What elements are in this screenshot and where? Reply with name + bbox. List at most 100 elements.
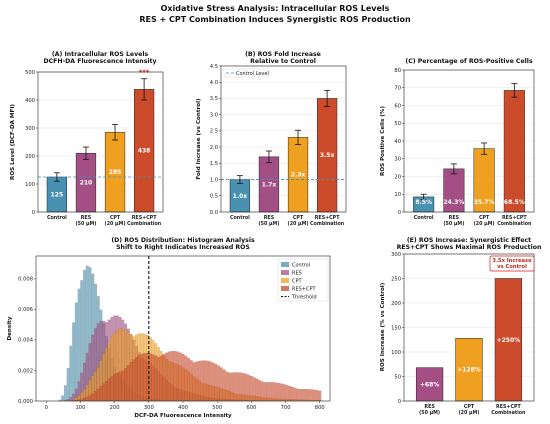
panel-e-title-2: RES+CPT Shows Maximal ROS Production [397,244,542,251]
panel-d-histogram-bin [159,355,163,402]
panel-e-category-label: (50 μM) [419,410,440,416]
panel-b-value-label: 1.0x [233,193,248,200]
panel-e-category-label: RES+CPT [496,404,521,410]
panel-d-histogram-bin [143,353,147,402]
panel-d-histogram-bin [189,360,193,402]
panel-a-category-label: (50 μM) [75,221,96,227]
panel-d-xtick-label: 700 [281,405,291,411]
panel-d-legend-swatch [281,270,289,275]
panel-d-legend-swatch [281,262,289,267]
panel-b: 0.0 0.5 1.0 1.5 2.0 2.5 3.0 3.5 4.0 4.5 1.0x Contro… [196,51,347,227]
panel-b-ytick-label: 2.5 [210,129,218,135]
panel-d-histogram-bin [173,350,177,402]
panel-c-ytick-label: 60 [394,103,401,109]
panel-d-histogram-bin [277,382,281,402]
panel-d-histogram-bin [288,385,292,402]
panel-d-histogram-bin [162,354,166,402]
panel-a-value-label: 285 [109,169,122,176]
panel-d-histogram-bin [192,362,196,402]
panel-d-legend-label: RES+CPT [292,287,317,293]
panel-b-category-label: Combination [310,221,345,227]
panel-b-ytick-label: 3.5 [210,96,218,102]
panel-b-legend-label: Control Level [236,71,269,77]
panel-d-histogram-bin [176,351,179,402]
panel-d-legend-swatch [281,286,289,291]
panel-b-value-label: 3.5x [320,152,335,159]
panel-d-histogram-bin [110,376,114,402]
panel-d-histogram-bin [301,389,305,402]
panel-b-category-label: RES+CPT [315,215,340,221]
panel-d-histogram-bin [299,389,303,402]
panel-d-histogram-bin [269,382,272,402]
panel-d: (D) ROS Distribution: Histogram Analysis… [7,237,331,419]
panel-c-ytick-label: 10 [394,192,401,198]
panel-d-ytick-label: 0.002 [18,368,33,374]
panel-a-ytick-label: 300 [25,126,35,132]
panel-d-histogram-bin [200,360,204,402]
panel-d-histogram-bin [214,363,218,402]
panel-a-category-label: CPT [110,215,121,221]
panel-d-histogram-bin [249,375,253,402]
panel-c-ytick-label: 80 [394,68,401,74]
panel-b-frame [220,65,347,213]
panel-d-xtick-label: 0 [45,405,48,411]
panel-c-category-label: (50 μM) [443,221,464,227]
panel-d-histogram-bin [211,362,215,402]
panel-b-ytick-label: 4.0 [210,80,218,86]
panel-b-title-2: Relative to Control [250,58,316,65]
panel-d-title-1: (D) ROS Distribution: Histogram Analysis [111,237,255,244]
panel-e-ytick-label: 0 [398,399,401,405]
panel-c-value-label: 8.5% [415,199,432,206]
panel-c-category-label: CPT [479,215,490,221]
panel-d-histogram-bin [96,388,100,402]
panel-d-histogram-bin [126,365,130,402]
panel-d-histogram-bin [154,355,158,402]
panel-d-histogram-bin [203,360,207,402]
panel-d-histogram-bin [312,389,316,402]
panel-a-title-2: DCFH-DA Fluorescence Intensity [43,58,156,65]
panel-c-value-label: 35.7% [474,199,495,206]
panel-d-histogram-bin [187,357,190,402]
panel-d-histogram-bin [225,371,229,402]
panel-d-histogram-bin [170,351,174,402]
panel-d-legend-label: Control [292,263,310,269]
panel-d-histogram-bin [115,372,119,402]
panel-d-histogram-bin [66,368,70,402]
panel-a-title-1: (A) Intracellular ROS Levels [52,51,149,58]
panel-d-histogram-bin [74,302,78,402]
panel-d-histogram-bin [83,397,86,402]
panel-b-ytick-label: 3.0 [210,112,218,118]
panel-d-histogram-bin [151,354,155,402]
panel-d-histogram-bin [61,395,65,402]
panel-d-xtick-label: 400 [178,405,188,411]
panel-b-category-label: RES [264,215,275,221]
panel-c-category-label: Combination [497,221,532,227]
panel-e-ytick-label: 250 [391,276,401,282]
panel-e: 0 50 100 150 200 250 300 +68% RES(50 μM) +128% CPT… [380,237,541,416]
panel-a-category-label: RES [81,215,92,221]
panel-b-title-1: (B) ROS Fold Increase [245,51,321,58]
suptitle-line-1: Oxidative Stress Analysis: Intracellular… [161,4,390,13]
panel-d-ytick-label: 0.006 [18,307,33,313]
panel-d-histogram-bin [274,382,278,402]
panel-d-title-2: Shift to Right Indicates Increased ROS [116,244,250,251]
panel-d-histogram-bin [263,382,267,402]
panel-d-histogram-bin [219,367,223,402]
panel-b-ytick-label: 4.5 [210,64,218,70]
panel-e-bar [455,338,483,402]
panel-e-bar [415,367,444,402]
panel-e-annotation-line-1: 3.5x Increase [492,258,532,264]
panel-d-frame [35,255,331,402]
panel-d-histogram-bin [290,386,294,402]
panel-d-histogram-bin [137,355,141,402]
panel-d-xtick-label: 300 [144,405,154,411]
panel-d-histogram-bin [222,369,226,402]
panel-d-histogram-bin [258,380,262,402]
panel-a-category-label: Control [47,215,67,221]
panel-d-histogram-bin [293,387,297,402]
panel-d-histogram-bin [102,383,106,402]
panel-b-ytick-label: 0.0 [210,210,218,216]
panel-d-legend-label: CPT [292,279,303,285]
panel-d-histogram-bin [241,373,245,402]
panel-d-histogram-bin [271,382,275,402]
